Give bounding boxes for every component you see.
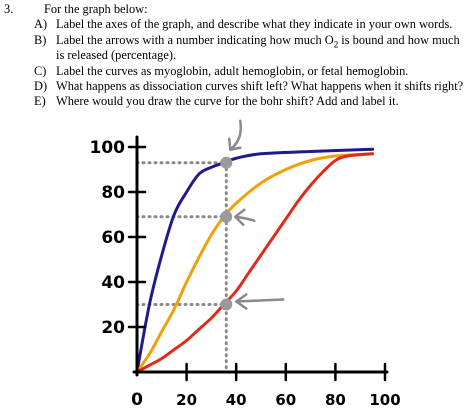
item-d: D) What happens as dissociation curves sh… <box>34 79 463 94</box>
tick-labels: 20 40 60 80 100 0 20 40 60 80 100 <box>90 138 401 410</box>
item-text: Label the axes of the graph, and describ… <box>56 17 453 32</box>
item-text-after: is bound and how much <box>338 32 460 47</box>
marker-2 <box>220 298 233 311</box>
item-letter: B) <box>34 32 47 47</box>
marker-0 <box>220 156 233 169</box>
curve-0 <box>135 147 375 374</box>
x-tick-label-100: 100 <box>369 391 400 409</box>
question-number: 3. <box>4 2 14 16</box>
curve-2 <box>135 152 375 374</box>
item-letter: D) <box>34 79 48 93</box>
arrow-middle <box>234 208 256 226</box>
guide-lines <box>135 161 228 374</box>
arrow-bottom <box>235 293 285 310</box>
item-letter: C) <box>34 63 47 78</box>
item-text: Where would you draw the curve for the b… <box>56 94 399 109</box>
item-b-continuation: is released (percentage). <box>56 48 177 63</box>
y-tick-label-40: 40 <box>101 273 125 293</box>
arrows <box>228 119 285 310</box>
x-tick-label-40: 40 <box>226 391 247 409</box>
y-tick-label-20: 20 <box>101 318 125 338</box>
x-tick-label-20: 20 <box>176 391 197 409</box>
arrow-top <box>228 119 243 151</box>
curve-1 <box>135 152 375 374</box>
y-tick-label-100: 100 <box>90 138 126 158</box>
item-letter: A) <box>34 17 48 32</box>
subscript-2: 2 <box>333 39 339 50</box>
curves <box>135 147 375 374</box>
item-e: E) Where would you draw the curve for the… <box>34 94 399 109</box>
x-tick-label-80: 80 <box>325 391 346 409</box>
item-letter: E) <box>34 94 46 109</box>
question-header: For the graph below: <box>44 2 148 16</box>
markers <box>220 156 233 311</box>
marker-1 <box>220 210 233 223</box>
item-text: What happens as dissociation curves shif… <box>56 79 464 93</box>
item-b: B) Label the arrows with a number indicat… <box>34 33 460 53</box>
item-a: A) Label the axes of the graph, and descr… <box>34 17 452 32</box>
y-tick-label-60: 60 <box>101 228 125 248</box>
axes <box>127 135 389 382</box>
item-text-before: Label the arrows with a number indicatin… <box>56 32 334 47</box>
x-tick-label-60: 60 <box>275 391 296 409</box>
item-c: C) Label the curves as myoglobin, adult h… <box>34 64 408 79</box>
y-tick-label-80: 80 <box>101 183 125 203</box>
x-tick-label-0: 0 <box>131 390 143 410</box>
item-text: Label the curves as myoglobin, adult hem… <box>56 63 409 78</box>
